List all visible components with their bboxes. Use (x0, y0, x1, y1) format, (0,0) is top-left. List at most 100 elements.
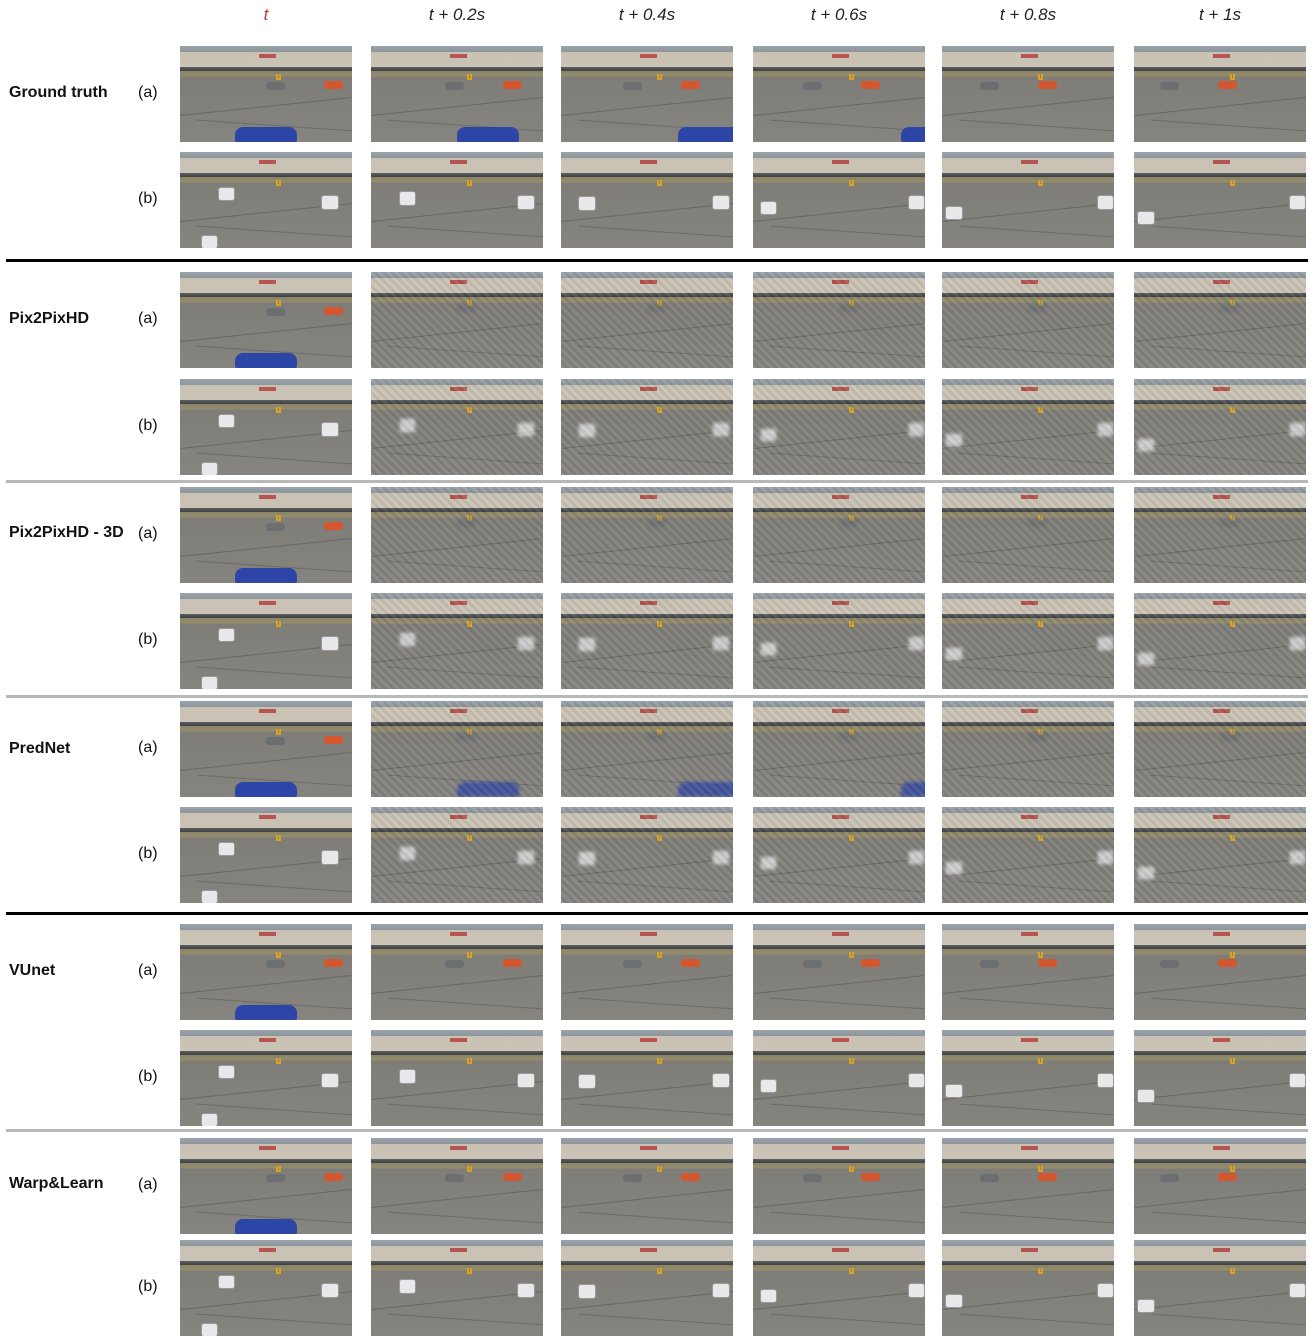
video-frame (1134, 593, 1306, 689)
pavement-crack (770, 1211, 925, 1224)
store-sign (832, 279, 850, 285)
car (578, 423, 596, 438)
pavement-crack (180, 96, 352, 116)
car (321, 1073, 339, 1088)
video-frame (371, 1240, 543, 1336)
pavement-crack (371, 1188, 543, 1208)
pavement-crack (371, 751, 543, 771)
car (1288, 195, 1306, 210)
pavement-crack (1134, 857, 1306, 877)
pavement-crack (578, 345, 733, 358)
pavement-crack (578, 774, 733, 787)
car (578, 851, 596, 866)
car (1218, 1172, 1238, 1182)
video-frame (180, 701, 352, 797)
pavement-crack (578, 452, 733, 465)
car (900, 126, 925, 142)
video-frame (942, 701, 1114, 797)
car (1220, 303, 1239, 313)
car (839, 732, 858, 742)
parking-marker (849, 1267, 855, 1274)
car (1028, 732, 1047, 742)
video-frame (561, 593, 733, 689)
video-frame (371, 1030, 543, 1126)
store-sign (1213, 708, 1231, 714)
video-frame (753, 807, 925, 903)
car (1096, 850, 1114, 865)
pavement-crack (942, 429, 1114, 449)
parking-marker (849, 728, 855, 735)
column-header: t + 0.6s (810, 5, 868, 24)
video-frame (942, 379, 1114, 475)
store-sign (640, 600, 658, 606)
parking-marker (1038, 1267, 1044, 1274)
video-frame (942, 924, 1114, 1020)
car (266, 959, 285, 969)
video-frame (371, 701, 543, 797)
car (1096, 195, 1114, 210)
pavement-crack (388, 345, 543, 358)
parking-marker (467, 834, 473, 841)
pavement-crack (959, 880, 1114, 893)
video-frame (942, 46, 1114, 142)
car (1038, 80, 1058, 90)
video-frame (180, 1030, 352, 1126)
car (266, 307, 285, 317)
pavement-crack (197, 452, 352, 465)
pavement-crack (388, 1211, 543, 1224)
car (1137, 210, 1155, 226)
pavement-crack (770, 225, 925, 238)
pavement-crack (561, 322, 733, 342)
video-frame (942, 1240, 1114, 1336)
store-sign (1021, 53, 1039, 59)
car (712, 195, 730, 210)
column-header: t (263, 5, 269, 24)
pavement-crack (1134, 1188, 1306, 1208)
parking-marker (657, 620, 663, 627)
pavement-crack (1151, 997, 1306, 1010)
store-sign (259, 1145, 277, 1151)
store-sign (450, 53, 468, 59)
video-frame (942, 593, 1114, 689)
parking-marker (276, 834, 282, 841)
car (1218, 958, 1238, 968)
parking-marker (1230, 406, 1236, 413)
section-divider (6, 912, 1308, 915)
car (712, 850, 730, 865)
pavement-crack (561, 537, 733, 557)
video-frame (1134, 807, 1306, 903)
parking-marker (467, 73, 473, 80)
car (1137, 1088, 1155, 1104)
store-sign (1213, 53, 1231, 59)
car (647, 518, 666, 528)
parking-marker (849, 299, 855, 306)
row-label-b: (b) (138, 1068, 158, 1085)
video-frame (753, 152, 925, 248)
parking-marker (1038, 1057, 1044, 1064)
store-sign (1021, 159, 1039, 165)
pavement-crack (1151, 666, 1306, 679)
car (398, 191, 416, 206)
pavement-crack (1151, 1211, 1306, 1224)
store-sign (259, 386, 277, 392)
parking-marker (657, 728, 663, 735)
car (578, 637, 596, 652)
parking-marker (467, 1057, 473, 1064)
pavement-crack (770, 452, 925, 465)
parking-marker (467, 728, 473, 735)
pavement-crack (942, 643, 1114, 663)
car (1288, 636, 1306, 651)
car (1288, 1073, 1306, 1088)
store-sign (450, 814, 468, 820)
parking-marker (1038, 951, 1044, 958)
car (907, 850, 925, 865)
video-frame (561, 152, 733, 248)
car (861, 1172, 881, 1182)
video-frame (180, 1138, 352, 1234)
parking-marker (276, 951, 282, 958)
car (712, 422, 730, 437)
pavement-crack (959, 452, 1114, 465)
parking-marker (1230, 728, 1236, 735)
column-header: t + 0.2s (428, 5, 486, 24)
car (839, 303, 858, 313)
